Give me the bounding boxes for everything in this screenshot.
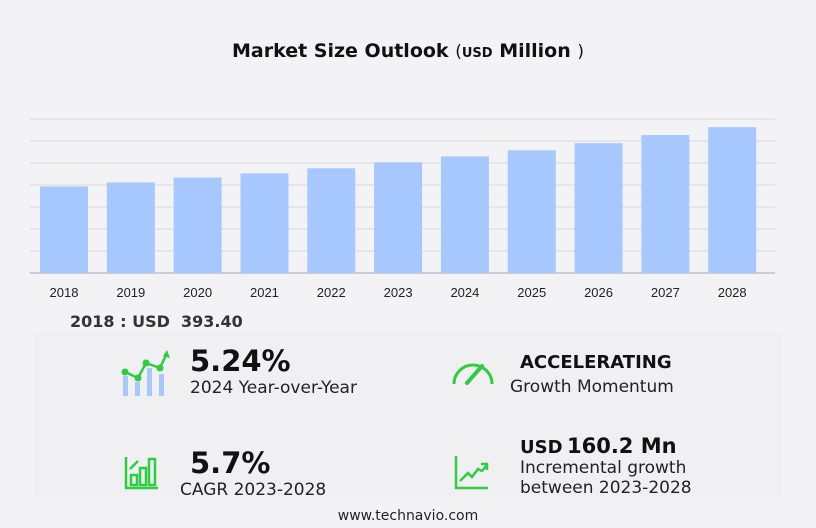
incremental-stat: USD 160.2 Mn Incremental growth between …	[520, 434, 692, 498]
speedometer-icon	[452, 363, 494, 385]
bar-chart: 2018 2019 2020 2021 2022 2023 2024 2025 2026 2027…	[30, 118, 775, 300]
cagr-stat: 5.7% CAGR 2023-2028	[180, 446, 326, 500]
chart-title: Market Size Outlook (USD Million )	[0, 40, 816, 62]
growth-chart-icon	[121, 350, 170, 396]
title-unit: USD	[461, 46, 493, 61]
yoy-value: 5.24%	[190, 344, 291, 378]
x-tick-label: 2022	[317, 285, 346, 300]
bar-2025	[507, 150, 556, 273]
bar-2026	[574, 143, 623, 273]
stats-panel	[34, 332, 782, 496]
incremental-prefix: USD	[520, 437, 563, 458]
bar-2022	[307, 168, 356, 273]
bar-2020	[173, 177, 222, 273]
x-tick-label: 2021	[250, 285, 279, 300]
x-tick-label: 2026	[584, 285, 613, 300]
momentum-value: ACCELERATING	[520, 352, 672, 373]
x-tick-label: 2020	[183, 285, 212, 300]
momentum-label: Growth Momentum	[510, 377, 674, 397]
bar-2021	[240, 173, 289, 273]
base-year-number: 393.40	[181, 312, 243, 331]
bar-2027	[641, 135, 690, 273]
incremental-label-1: Incremental growth	[520, 458, 687, 478]
title-main: Market Size Outlook	[231, 40, 449, 62]
x-tick-label: 2019	[116, 285, 145, 300]
x-tick-label: 2027	[651, 285, 680, 300]
title-paren-close: )	[577, 42, 584, 62]
x-tick-label: 2023	[384, 285, 413, 300]
bar-2019	[106, 182, 155, 273]
footer-url[interactable]: www.technavio.com	[337, 508, 479, 524]
cagr-value: 5.7%	[190, 446, 271, 480]
bar-2023	[374, 162, 423, 273]
momentum-stat: ACCELERATING Growth Momentum	[510, 352, 674, 397]
x-tick-label: 2025	[517, 285, 546, 300]
bar-2018	[40, 186, 88, 273]
base-year-value: 2018 : USD 393.40	[70, 312, 243, 331]
incremental-value: 160.2 Mn	[566, 434, 677, 458]
yoy-stat: 5.24% 2024 Year-over-Year	[190, 344, 357, 398]
title-unit-word: Million	[499, 40, 571, 62]
x-tick-label: 2028	[718, 285, 747, 300]
x-tick-label: 2024	[450, 285, 479, 300]
base-year-label: 2018 : USD	[70, 312, 170, 331]
cagr-label: CAGR 2023-2028	[180, 480, 327, 500]
bar-growth-icon	[124, 457, 158, 490]
bar-2024	[440, 156, 489, 273]
incremental-label-2: between 2023-2028	[520, 478, 692, 498]
x-tick-label: 2018	[50, 285, 79, 300]
title-paren-open: (	[455, 42, 462, 62]
yoy-label: 2024 Year-over-Year	[190, 378, 357, 398]
bar-2028	[708, 127, 757, 273]
trend-up-icon	[454, 456, 489, 490]
